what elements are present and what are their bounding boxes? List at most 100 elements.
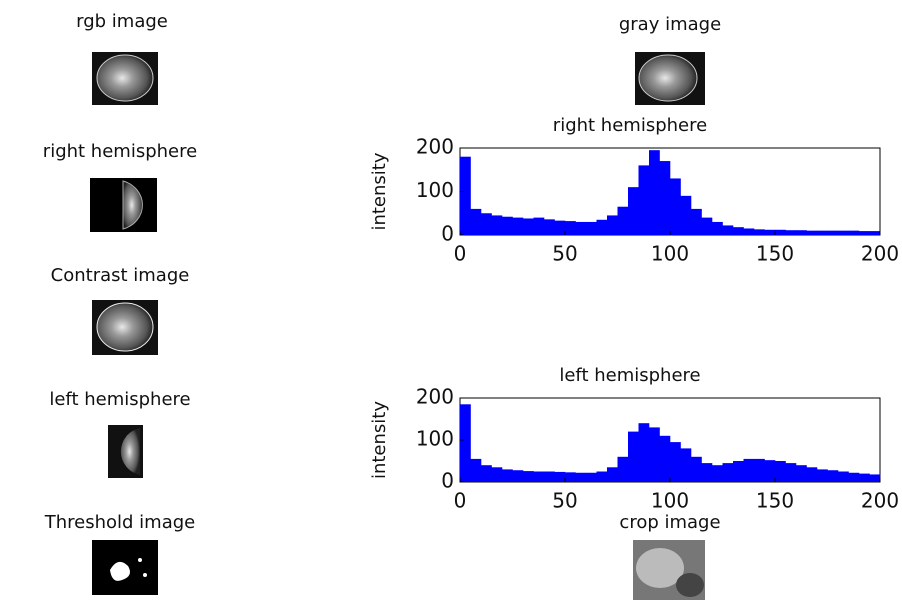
bar	[628, 187, 639, 235]
bar	[765, 460, 776, 482]
bar	[534, 218, 545, 235]
x-tick-label: 50	[552, 242, 577, 266]
chart-title: left hemisphere	[559, 365, 700, 386]
bar	[733, 227, 744, 235]
x-tick-label: 150	[756, 242, 794, 266]
bar	[523, 218, 534, 235]
bar	[586, 473, 597, 482]
bar	[597, 220, 608, 235]
bar	[691, 457, 702, 482]
bar	[681, 448, 692, 482]
crop-image	[633, 540, 705, 600]
bar	[712, 465, 723, 482]
bar	[681, 196, 692, 235]
bar	[838, 472, 849, 483]
bar	[639, 165, 650, 235]
bar	[859, 474, 870, 482]
bar	[639, 423, 650, 482]
bar	[649, 150, 660, 235]
x-tick-label: 100	[651, 242, 689, 266]
bar	[576, 473, 587, 482]
bar	[649, 427, 660, 482]
bar	[838, 231, 849, 235]
x-tick-label: 0	[454, 242, 467, 266]
bar	[544, 219, 555, 235]
bar	[849, 231, 860, 235]
bar	[597, 472, 608, 483]
bar	[523, 471, 534, 482]
bar	[660, 161, 671, 235]
bar	[712, 222, 723, 235]
bar	[786, 463, 797, 482]
contrast-image	[92, 300, 158, 355]
bar	[502, 469, 513, 482]
bar	[786, 230, 797, 235]
bar	[744, 459, 755, 482]
bar	[670, 178, 681, 235]
figure: rgb image gray image right hemisphere Co…	[0, 0, 902, 605]
left-hemisphere-image	[108, 425, 143, 478]
bar	[555, 221, 566, 235]
image-title: Threshold image	[44, 512, 196, 533]
right-hemisphere-image	[90, 178, 157, 232]
bar	[492, 467, 503, 482]
bar	[849, 473, 860, 482]
bar	[817, 469, 828, 482]
chart-title: right hemisphere	[553, 115, 707, 136]
bar	[691, 209, 702, 235]
y-tick-label: 0	[441, 469, 454, 493]
image-title: rgb image	[76, 11, 168, 32]
bar	[660, 436, 671, 482]
bar	[754, 459, 765, 482]
image-title: Contrast image	[51, 265, 190, 286]
bar	[618, 457, 629, 482]
y-tick-label: 0	[441, 222, 454, 246]
bar	[702, 463, 713, 482]
bar	[607, 215, 618, 235]
bar	[870, 231, 881, 235]
bar	[775, 461, 786, 482]
bar	[744, 228, 755, 235]
bar	[628, 432, 639, 482]
bar	[576, 222, 587, 235]
x-tick-label: 150	[756, 489, 794, 513]
bar	[586, 222, 597, 235]
bar	[481, 465, 492, 482]
bar	[565, 472, 576, 482]
x-tick-label: 50	[552, 489, 577, 513]
bar	[796, 465, 807, 482]
y-tick-label: 200	[416, 135, 454, 159]
image-title: gray image	[619, 14, 721, 35]
bar	[723, 225, 734, 235]
bar	[828, 231, 839, 235]
image-title: crop image	[619, 512, 720, 533]
bar	[670, 442, 681, 482]
bar	[817, 231, 828, 235]
bar	[870, 474, 881, 482]
bar	[796, 230, 807, 235]
x-tick-label: 200	[861, 489, 899, 513]
bar	[502, 217, 513, 235]
image-title: left hemisphere	[49, 389, 190, 410]
bar	[828, 470, 839, 482]
bar	[775, 230, 786, 235]
bar	[460, 157, 471, 235]
bar	[534, 472, 545, 483]
x-tick-label: 100	[651, 489, 689, 513]
bar	[565, 221, 576, 235]
bar	[460, 404, 471, 482]
y-axis-label: intensity	[369, 401, 390, 479]
bar	[702, 218, 713, 235]
bar	[859, 231, 870, 235]
bar	[544, 472, 555, 483]
bar	[607, 467, 618, 482]
bar	[733, 461, 744, 482]
y-tick-label: 100	[416, 178, 454, 202]
y-tick-label: 200	[416, 385, 454, 409]
gray-image	[635, 52, 705, 105]
y-tick-label: 100	[416, 427, 454, 451]
bar	[807, 231, 818, 235]
bar	[754, 229, 765, 235]
bar	[471, 209, 482, 235]
x-tick-label: 0	[454, 489, 467, 513]
